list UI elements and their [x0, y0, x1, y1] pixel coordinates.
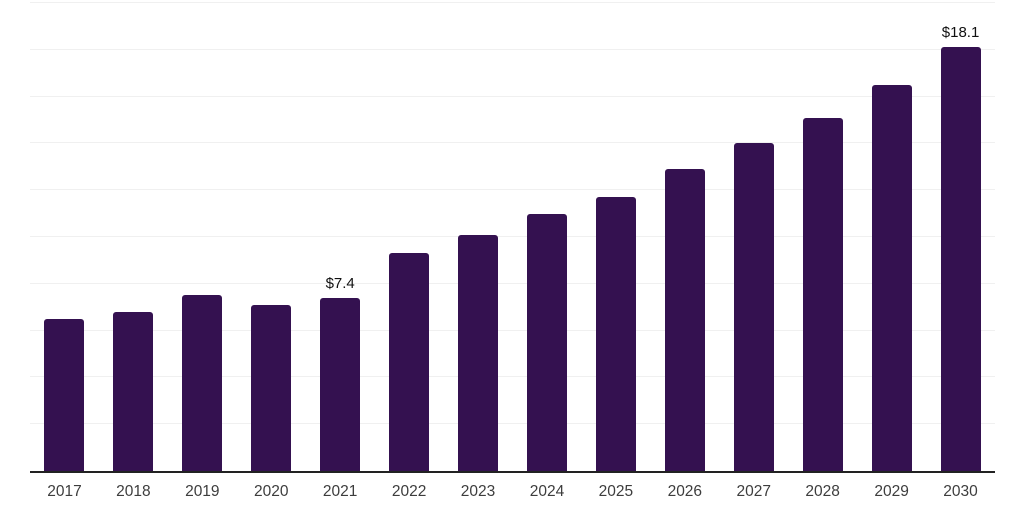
x-tick-label-2028: 2028: [805, 483, 840, 500]
x-tick-label-2020: 2020: [254, 483, 289, 500]
plot-area: $7.4 $18.1: [30, 2, 995, 473]
gridline-y18: [30, 48, 995, 50]
x-tick-label-2017: 2017: [47, 483, 82, 500]
bar-2026: [664, 169, 705, 471]
bar-2024: [526, 214, 567, 471]
x-tick-label-2019: 2019: [185, 483, 220, 500]
x-tick-label-2025: 2025: [598, 483, 634, 500]
x-axis-line: [30, 471, 995, 473]
x-tick-label-2026: 2026: [667, 483, 703, 500]
gridline-y10: [30, 236, 995, 237]
x-tick-label-2022: 2022: [391, 483, 427, 500]
bar-2019: [182, 295, 223, 471]
x-tick-label-2021: 2021: [322, 483, 358, 500]
gridline-y8: [30, 282, 995, 284]
bar-2030: [940, 47, 981, 471]
bar-2020: [251, 305, 292, 471]
bar-2017: [44, 319, 85, 471]
x-tick-label-2023: 2023: [460, 483, 496, 500]
x-tick-label-2027: 2027: [736, 483, 771, 500]
gridline-y4: [30, 376, 995, 378]
x-tick-label-2018: 2018: [116, 483, 151, 500]
bar-2028: [802, 118, 843, 471]
bar-2025: [595, 197, 636, 471]
x-tick-label-2029: 2029: [874, 483, 909, 500]
gridline-y20: [30, 2, 995, 3]
gridline-y12: [30, 189, 995, 191]
value-label-2021: $7.4: [325, 275, 355, 292]
bar-2029: [871, 85, 912, 471]
x-tick-label-2024: 2024: [529, 483, 565, 500]
bar-2022: [389, 253, 430, 471]
bar-2018: [113, 312, 154, 471]
x-tick-label-2030: 2030: [943, 483, 978, 500]
gridline-y2: [30, 423, 995, 425]
gridline-y16: [30, 95, 995, 97]
bar-2027: [733, 143, 774, 471]
value-label-2030: $18.1: [941, 24, 980, 41]
bar-2023: [458, 235, 499, 471]
gridline-y14: [30, 142, 995, 144]
bar-2021: [320, 298, 361, 471]
gridline-y6: [30, 329, 995, 331]
